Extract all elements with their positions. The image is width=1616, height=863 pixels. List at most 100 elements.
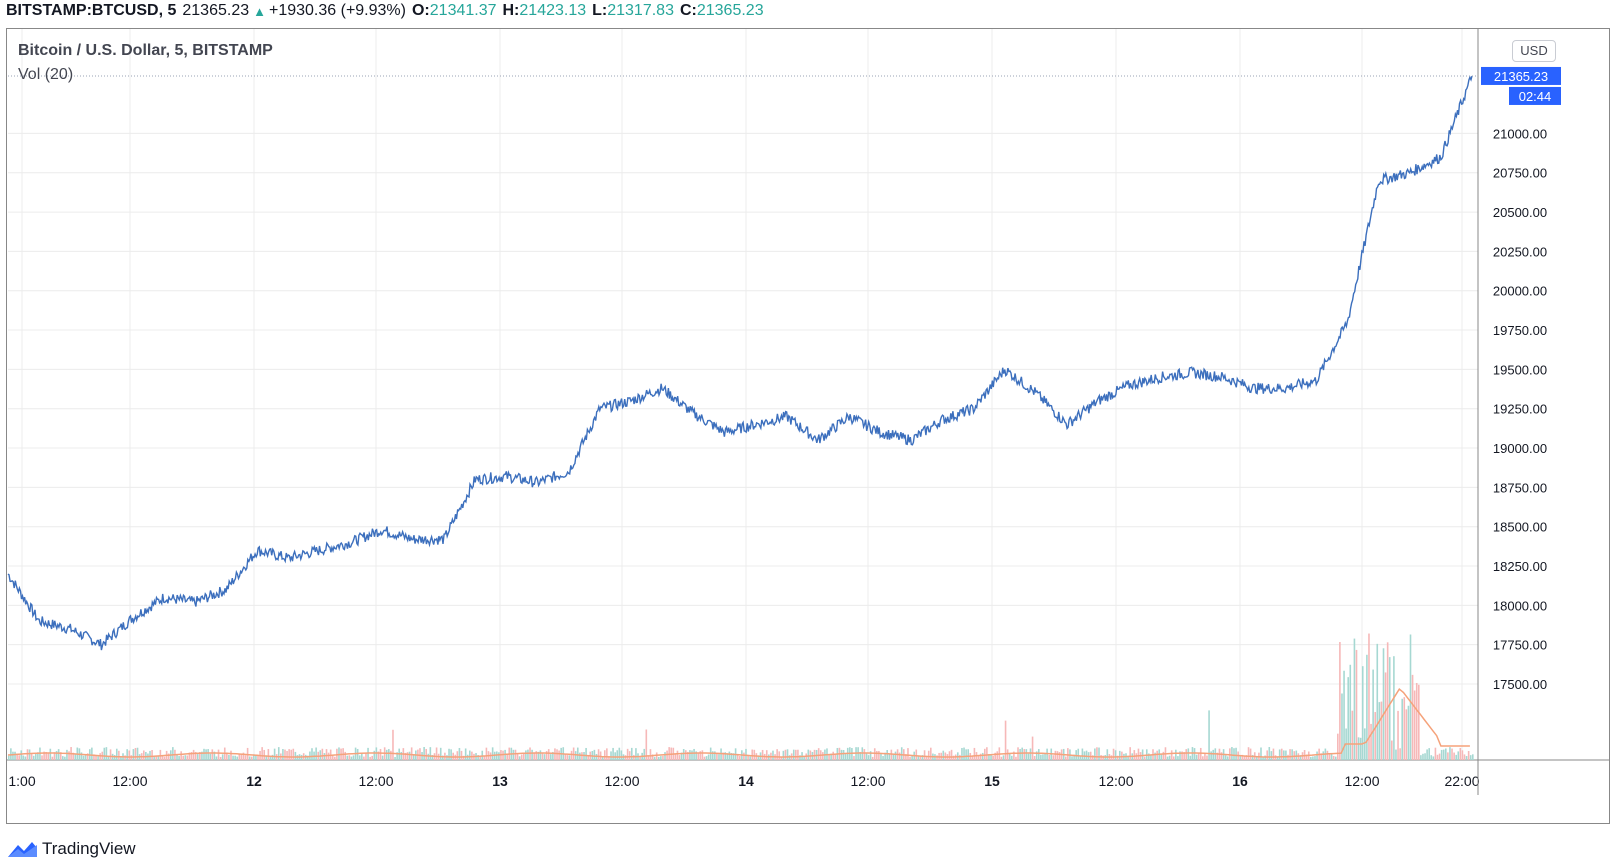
volume-bar [188, 752, 191, 760]
volume-bar [32, 755, 35, 760]
volume-bar [1071, 756, 1073, 760]
volume-bar [1208, 710, 1210, 760]
volume-bar [828, 754, 830, 760]
volume-bar [890, 749, 893, 760]
volume-bar [1428, 748, 1430, 760]
price-tick-label: 20750.00 [1493, 166, 1547, 181]
volume-bar [1058, 752, 1061, 760]
volume-bar [732, 753, 735, 760]
volume-bar [456, 751, 459, 760]
volume-bar [406, 752, 409, 760]
volume-bar [1384, 672, 1387, 760]
volume-bar [12, 751, 14, 760]
volume-bar [196, 754, 199, 760]
volume-bar [1326, 750, 1329, 760]
volume-bar [576, 747, 579, 760]
volume-bar [948, 751, 951, 760]
volume-bar [718, 754, 720, 760]
volume-bar [942, 750, 945, 760]
currency-button[interactable]: USD [1512, 40, 1556, 62]
volume-bar [221, 754, 224, 760]
volume-bar [554, 748, 556, 760]
volume-bar [132, 749, 135, 760]
volume-bar [142, 750, 145, 760]
volume-bar [163, 756, 166, 760]
volume-bar [977, 755, 980, 760]
volume-bar [1002, 755, 1005, 760]
volume-bar [392, 729, 394, 760]
volume-bar [1091, 755, 1094, 760]
volume-bar [1064, 756, 1067, 760]
volume-bar [1280, 748, 1283, 760]
volume-bar [388, 749, 390, 760]
volume-bar [1162, 751, 1165, 760]
volume-bar [876, 750, 878, 760]
volume-bar [1008, 753, 1011, 760]
volume-bar [1361, 666, 1364, 760]
volume-bar [134, 747, 137, 760]
volume-bar [113, 755, 116, 760]
volume-bar [662, 755, 664, 760]
volume-bar [367, 747, 369, 760]
volume-bar [361, 752, 363, 760]
volume-bar [1019, 748, 1021, 760]
volume-bar [282, 749, 284, 760]
chart-legend-title[interactable]: Bitcoin / U.S. Dollar, 5, BITSTAMP [18, 42, 273, 59]
price-tick-label: 18750.00 [1493, 480, 1547, 495]
price-line[interactable] [7, 75, 1473, 651]
volume-bar [115, 748, 118, 760]
volume-bar [1046, 748, 1048, 760]
volume-bar [1434, 747, 1437, 760]
volume-bar [1243, 756, 1246, 760]
volume-bar [126, 749, 128, 760]
volume-bar [1245, 755, 1248, 760]
volume-bar [994, 752, 996, 760]
volume-bar [680, 752, 683, 760]
volume-bar [1467, 750, 1470, 760]
volume-bar [587, 755, 589, 760]
volume-bar [1276, 756, 1279, 760]
volume-bar [1226, 756, 1229, 760]
volume-bar [967, 749, 969, 760]
volume-bar [1451, 748, 1453, 760]
volume-bar [1397, 710, 1399, 760]
volume-bar [655, 752, 658, 760]
volume-bar [518, 756, 521, 760]
volume-bar [1343, 670, 1345, 760]
volume-bar [120, 756, 122, 760]
volume-bar [1295, 750, 1298, 760]
volume-bar [921, 755, 924, 760]
volume-bar [612, 747, 614, 760]
volume-bar [666, 750, 668, 760]
volume-bar [286, 750, 288, 760]
tradingview-logo[interactable]: TradingView [6, 836, 136, 862]
volume-bar [541, 752, 544, 760]
volume-bar [753, 749, 756, 760]
volume-legend[interactable]: Vol (20) [18, 66, 74, 83]
volume-bar [639, 756, 641, 760]
volume-bar [1033, 756, 1036, 760]
volume-bar [1102, 755, 1104, 760]
volume-bar [442, 755, 444, 760]
volume-bar [1330, 753, 1333, 760]
volume-bar [1328, 753, 1331, 760]
volume-bar [1366, 654, 1368, 760]
volume-bar [91, 747, 93, 760]
price-tick-label: 19750.00 [1493, 323, 1547, 338]
volume-bar [716, 753, 718, 760]
chart-frame[interactable] [6, 28, 1610, 824]
volume-bar [691, 750, 693, 760]
symbol-label[interactable]: BITSTAMP:BTCUSD, 5 [6, 2, 177, 19]
volume-bar [608, 756, 610, 760]
volume-bar [626, 748, 629, 760]
volume-bar [373, 750, 376, 760]
volume-bar [1133, 750, 1136, 760]
countdown-badge [1509, 86, 1561, 105]
volume-bar [1013, 751, 1015, 760]
volume-bar [1187, 748, 1190, 760]
volume-bar [699, 751, 702, 760]
volume-bar [400, 751, 403, 760]
volume-bar [1341, 693, 1343, 760]
price-tick-label: 17500.00 [1493, 677, 1547, 692]
